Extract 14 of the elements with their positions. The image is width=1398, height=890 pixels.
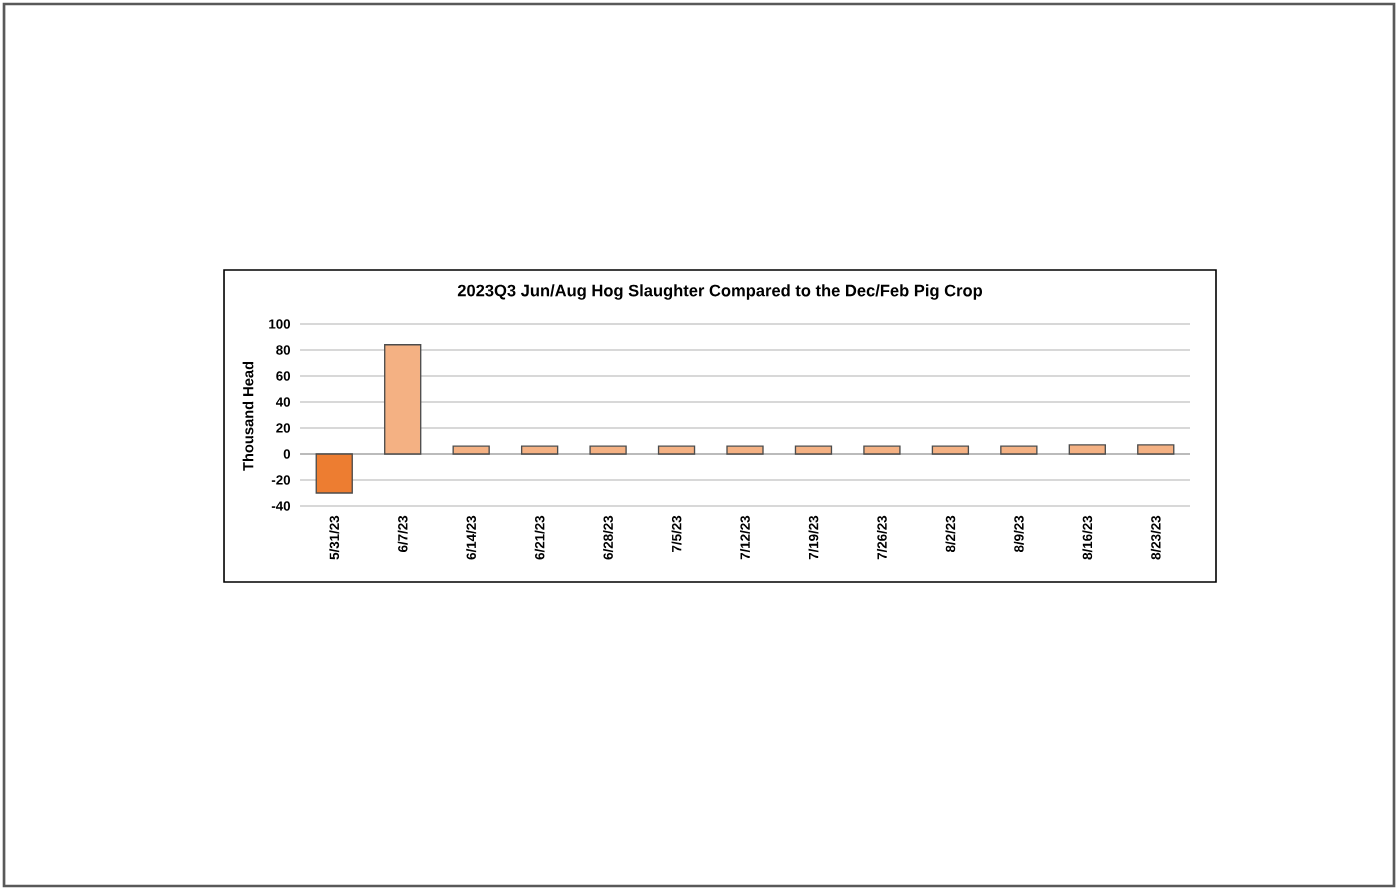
bar (863, 445, 901, 455)
bar (452, 445, 490, 455)
bar (520, 445, 559, 455)
bar (384, 344, 422, 455)
bar (1137, 444, 1175, 455)
bar (315, 453, 353, 494)
chart-title: 2023Q3 Jun/Aug Hog Slaughter Compared to the Dec/Feb Pig Crop (457, 284, 983, 300)
bar (589, 445, 627, 455)
bar (657, 445, 696, 455)
bar (1000, 445, 1038, 455)
bar (794, 445, 833, 455)
bar (931, 445, 970, 455)
bar (1068, 444, 1106, 455)
bar (726, 445, 764, 455)
